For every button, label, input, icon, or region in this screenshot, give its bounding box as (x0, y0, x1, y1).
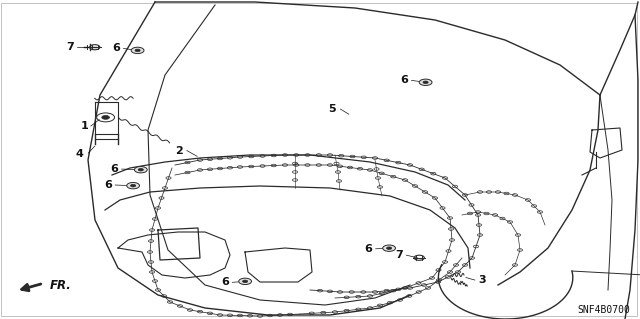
Circle shape (131, 184, 136, 187)
Text: 6: 6 (111, 164, 118, 174)
Circle shape (131, 47, 144, 54)
Circle shape (423, 81, 428, 84)
Text: 6: 6 (401, 75, 408, 85)
Text: FR.: FR. (50, 279, 72, 292)
Circle shape (135, 49, 140, 52)
Circle shape (243, 280, 248, 283)
Circle shape (419, 79, 432, 85)
Circle shape (102, 115, 109, 119)
Text: 3: 3 (479, 275, 486, 285)
Text: 6: 6 (365, 244, 372, 254)
Text: 4: 4 (76, 149, 83, 159)
Text: 1: 1 (81, 121, 88, 131)
Circle shape (387, 247, 392, 249)
Circle shape (383, 245, 396, 251)
Text: 6: 6 (104, 180, 112, 190)
Text: 5: 5 (328, 104, 336, 114)
Text: SNF4B0700: SNF4B0700 (577, 305, 630, 315)
Circle shape (138, 168, 143, 171)
Circle shape (127, 182, 140, 189)
Text: 7: 7 (66, 42, 74, 52)
Text: 6: 6 (221, 277, 229, 287)
Text: 2: 2 (175, 145, 182, 156)
Circle shape (239, 278, 252, 285)
Text: 7: 7 (396, 250, 403, 260)
Circle shape (134, 167, 147, 173)
Text: 6: 6 (113, 43, 120, 54)
